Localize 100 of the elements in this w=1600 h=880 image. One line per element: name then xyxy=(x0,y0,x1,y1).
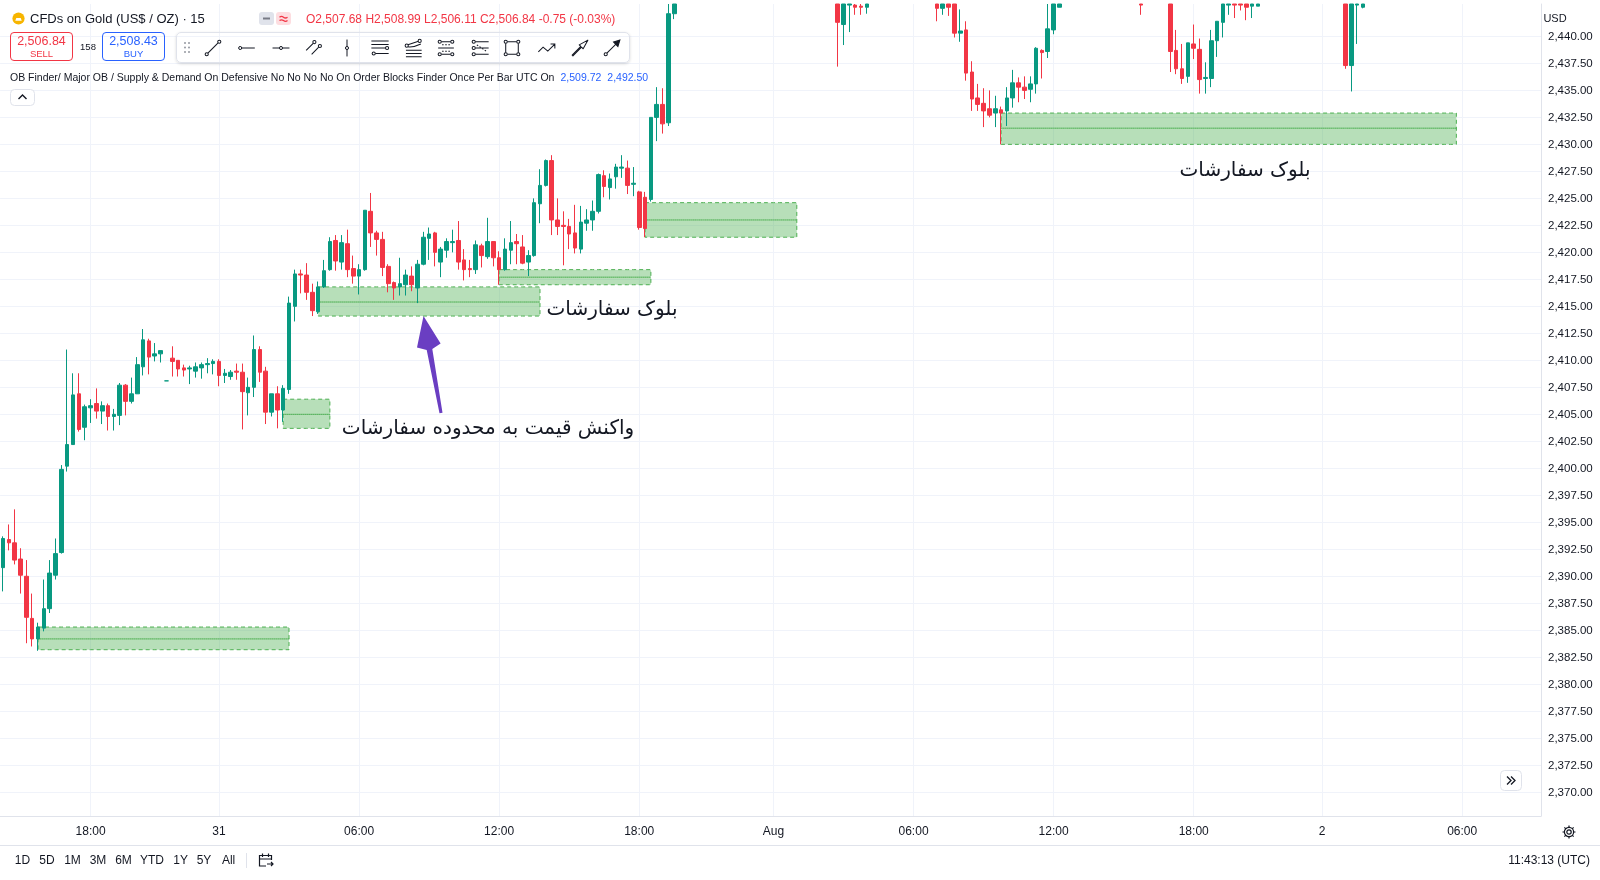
text: 1Y xyxy=(173,852,188,868)
candlestick xyxy=(281,384,285,423)
candlestick xyxy=(1139,3,1143,16)
text: 3M xyxy=(89,852,107,868)
candlestick xyxy=(287,296,291,395)
x-tick-label: 18:00 xyxy=(1178,824,1210,838)
candlestick xyxy=(935,3,939,22)
annotation: بلوک سفارشات xyxy=(546,296,678,320)
candlestick xyxy=(1,535,5,592)
text: All xyxy=(221,852,236,868)
candlestick xyxy=(328,236,332,272)
candlestick xyxy=(573,204,577,254)
x-tick-label: 12:00 xyxy=(1038,824,1069,838)
candlestick xyxy=(631,166,636,197)
y-tick-label: 2,432.50 xyxy=(1548,111,1593,124)
x-tick-label: 12:00 xyxy=(484,824,515,838)
text: USD xyxy=(1543,11,1567,26)
candlestick xyxy=(520,234,525,265)
y-tick-label: 2,437.50 xyxy=(1548,57,1593,70)
candlestick xyxy=(30,593,34,647)
candlestick xyxy=(473,239,478,275)
text: 6M xyxy=(115,852,132,868)
candlestick xyxy=(275,385,280,429)
annotation: 2,509.72 xyxy=(560,70,602,84)
candlestick xyxy=(123,383,128,416)
x-tick-label: 06:00 xyxy=(344,824,375,838)
text: 11:43:13 (UTC) xyxy=(1508,852,1590,868)
candlestick xyxy=(182,364,186,378)
y-tick-label: 2,412.50 xyxy=(1548,327,1593,340)
candlestick xyxy=(363,209,367,272)
y-tick-label: 2,427.50 xyxy=(1548,165,1593,178)
candlestick xyxy=(958,8,963,43)
y-tick-label: 2,395.00 xyxy=(1548,516,1593,529)
candlestick xyxy=(36,622,40,652)
annotation: بلوک سفارشات xyxy=(1179,157,1311,181)
y-tick-label: 2,377.50 xyxy=(1548,705,1593,718)
candlestick xyxy=(1343,3,1348,70)
candlestick xyxy=(1256,3,1260,7)
candlestick xyxy=(538,168,542,224)
candlestick xyxy=(59,464,64,555)
candlestick xyxy=(269,393,274,417)
candlestick xyxy=(993,95,998,128)
y-tick-label: 2,372.50 xyxy=(1548,759,1593,772)
candlestick xyxy=(94,387,99,420)
y-tick-label: 2,400.00 xyxy=(1548,462,1593,475)
x-tick-label: Aug xyxy=(762,824,785,838)
y-tick-label: 2,382.50 xyxy=(1548,651,1593,664)
y-tick-label: 2,375.00 xyxy=(1548,732,1593,745)
y-tick-label: 2,390.00 xyxy=(1548,570,1593,583)
candlestick xyxy=(65,349,69,473)
annotation: 158 xyxy=(80,41,96,53)
y-tick-label: 2,410.00 xyxy=(1548,354,1593,367)
annotation: OB Finder/ Major OB / Supply & Demand On Defensive No No No No On Order Blocks Finder Once Per Bar UTC On xyxy=(10,70,555,84)
y-tick-label: 2,407.50 xyxy=(1548,381,1593,394)
y-tick-label: 2,425.00 xyxy=(1548,192,1593,205)
y-tick-label: 2,420.00 xyxy=(1548,246,1593,259)
candlestick xyxy=(1197,38,1202,95)
candlestick xyxy=(333,234,338,272)
y-tick-label: 2,370.00 xyxy=(1548,786,1593,799)
x-tick-label: 06:00 xyxy=(1447,824,1478,838)
candlestick xyxy=(940,3,945,16)
candlestick xyxy=(865,3,869,15)
candlestick xyxy=(1191,24,1196,60)
annotation: 2,508.43 xyxy=(109,33,158,49)
y-tick-label: 2,415.00 xyxy=(1548,300,1593,313)
candlestick xyxy=(293,269,297,322)
x-tick-label: 31 xyxy=(212,824,226,838)
x-tick-label: 18:00 xyxy=(75,824,106,838)
candlestick xyxy=(608,173,612,200)
candlestick xyxy=(1250,3,1254,19)
y-tick-label: 2,385.00 xyxy=(1548,624,1593,637)
candlestick xyxy=(339,234,344,271)
y-tick-label: 2,387.50 xyxy=(1548,597,1593,610)
text: CFDs on Gold (US$ / OZ) · 15 xyxy=(30,10,205,27)
y-tick-label: 2,417.50 xyxy=(1548,273,1593,286)
candlestick xyxy=(468,259,472,278)
candlestick xyxy=(660,87,665,135)
candlestick xyxy=(509,220,513,265)
y-tick-label: 2,402.50 xyxy=(1548,435,1593,448)
y-tick-label: 2,397.50 xyxy=(1548,489,1593,502)
text: YTD xyxy=(140,852,164,868)
candlestick xyxy=(835,3,840,68)
y-tick-label: 2,440.00 xyxy=(1548,30,1593,43)
y-tick-label: 2,430.00 xyxy=(1548,138,1593,151)
candlestick xyxy=(77,372,81,433)
annotation: SELL xyxy=(29,48,54,60)
text: 5Y xyxy=(196,852,212,868)
candlestick xyxy=(252,334,256,398)
text: O2,507.68 H2,508.99 L2,506.11 C2,506.84 -0.75 (-0.03%) xyxy=(306,11,616,26)
candlestick xyxy=(485,217,490,260)
candlestick xyxy=(322,259,326,289)
candlestick xyxy=(1361,3,1365,9)
candlestick xyxy=(246,377,250,416)
candlestick xyxy=(602,169,606,198)
candlestick xyxy=(859,3,863,16)
annotation: BUY xyxy=(123,48,144,60)
candlestick xyxy=(409,265,414,292)
y-tick-label: 2,392.50 xyxy=(1548,543,1593,556)
candlestick xyxy=(1040,48,1044,80)
text: 1M xyxy=(64,852,81,868)
